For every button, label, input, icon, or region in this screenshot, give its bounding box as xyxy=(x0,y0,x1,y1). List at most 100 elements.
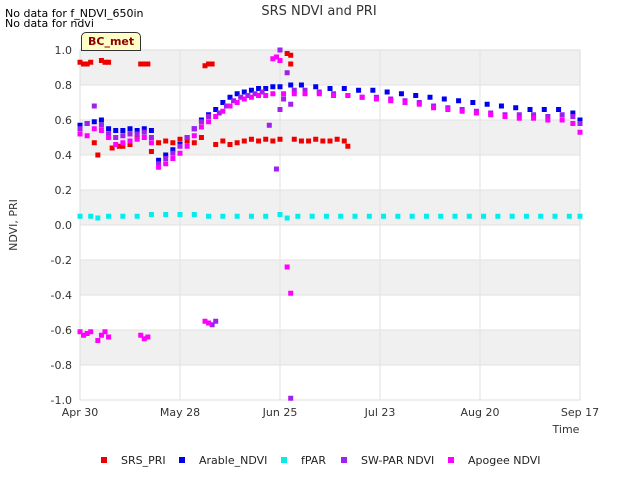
data-point xyxy=(570,110,576,116)
data-point xyxy=(281,91,287,97)
data-point xyxy=(148,149,154,154)
data-point xyxy=(238,94,244,100)
data-point xyxy=(177,212,183,217)
data-point xyxy=(116,143,122,149)
data-point xyxy=(277,212,283,217)
data-point xyxy=(241,89,247,95)
y-tick-label: 0.8 xyxy=(55,79,73,92)
data-point xyxy=(327,138,333,144)
data-point xyxy=(145,61,151,67)
data-point xyxy=(106,135,112,140)
data-point xyxy=(177,150,183,156)
data-point xyxy=(395,213,401,219)
y-tick-label: 0.6 xyxy=(55,114,73,127)
data-point xyxy=(531,115,537,121)
data-point xyxy=(277,107,283,112)
data-point xyxy=(402,100,408,105)
data-point xyxy=(331,93,337,98)
data-point xyxy=(409,213,415,219)
data-point xyxy=(366,213,372,219)
data-point xyxy=(202,318,208,324)
data-point xyxy=(359,94,365,100)
data-point xyxy=(138,61,144,67)
data-point xyxy=(438,213,444,219)
data-point xyxy=(141,61,147,67)
data-point xyxy=(545,114,551,119)
data-point xyxy=(263,213,269,219)
data-point xyxy=(109,145,115,151)
data-point xyxy=(84,121,90,126)
data-point xyxy=(481,213,487,219)
data-point xyxy=(77,131,83,137)
x-tick-label: Jul 23 xyxy=(364,406,396,419)
data-point xyxy=(248,94,254,100)
data-point xyxy=(295,213,301,219)
data-point xyxy=(552,213,558,219)
data-point xyxy=(177,136,183,142)
plot-band xyxy=(80,190,580,225)
data-point xyxy=(277,47,283,53)
data-point xyxy=(170,140,176,146)
data-point xyxy=(384,89,390,95)
data-point xyxy=(120,133,126,139)
data-point xyxy=(291,91,297,97)
x-tick-label: Apr 30 xyxy=(62,406,99,419)
data-point xyxy=(148,140,154,146)
data-point xyxy=(456,98,462,104)
data-point xyxy=(209,322,215,328)
data-point xyxy=(98,332,104,338)
data-point xyxy=(266,122,272,128)
data-point xyxy=(234,100,240,105)
plot-band xyxy=(80,330,580,365)
data-point xyxy=(206,119,212,125)
data-point xyxy=(148,128,154,133)
data-point xyxy=(516,115,522,121)
data-point xyxy=(341,138,347,144)
data-point xyxy=(234,91,240,97)
data-point xyxy=(516,112,522,118)
data-point xyxy=(427,94,433,100)
no-data-message: No data for f_NDVI_650in xyxy=(5,7,144,20)
data-point xyxy=(102,329,108,335)
data-point xyxy=(202,63,208,69)
data-point xyxy=(198,124,204,130)
data-point xyxy=(213,318,219,324)
data-point xyxy=(77,59,83,65)
data-point xyxy=(241,96,247,102)
data-point xyxy=(120,213,126,219)
data-point xyxy=(273,54,279,60)
data-point xyxy=(498,103,504,109)
data-point xyxy=(370,87,376,93)
data-point xyxy=(113,142,119,147)
data-point xyxy=(91,126,97,132)
y-tick-label: -0.6 xyxy=(51,324,72,337)
data-point xyxy=(163,152,169,158)
data-point xyxy=(484,101,490,107)
data-point xyxy=(191,140,197,146)
data-point xyxy=(306,138,312,144)
data-point xyxy=(570,114,576,119)
data-point xyxy=(113,128,119,133)
data-point xyxy=(91,119,97,125)
data-point xyxy=(323,213,329,219)
data-point xyxy=(234,213,240,219)
data-point xyxy=(431,105,437,111)
data-point xyxy=(288,52,294,58)
x-axis-label: Time xyxy=(552,423,580,436)
data-point xyxy=(98,122,104,128)
data-point xyxy=(234,140,240,146)
data-point xyxy=(284,264,290,270)
data-point xyxy=(302,87,308,93)
data-point xyxy=(198,119,204,125)
data-point xyxy=(156,164,162,170)
data-point xyxy=(141,135,147,140)
data-point xyxy=(88,213,94,219)
legend-label: SRS_PRI xyxy=(121,454,166,467)
legend-swatch xyxy=(101,457,107,463)
data-point xyxy=(213,142,219,147)
data-point xyxy=(231,98,237,104)
data-point xyxy=(184,135,190,140)
data-point xyxy=(345,93,351,98)
data-point xyxy=(163,156,169,161)
